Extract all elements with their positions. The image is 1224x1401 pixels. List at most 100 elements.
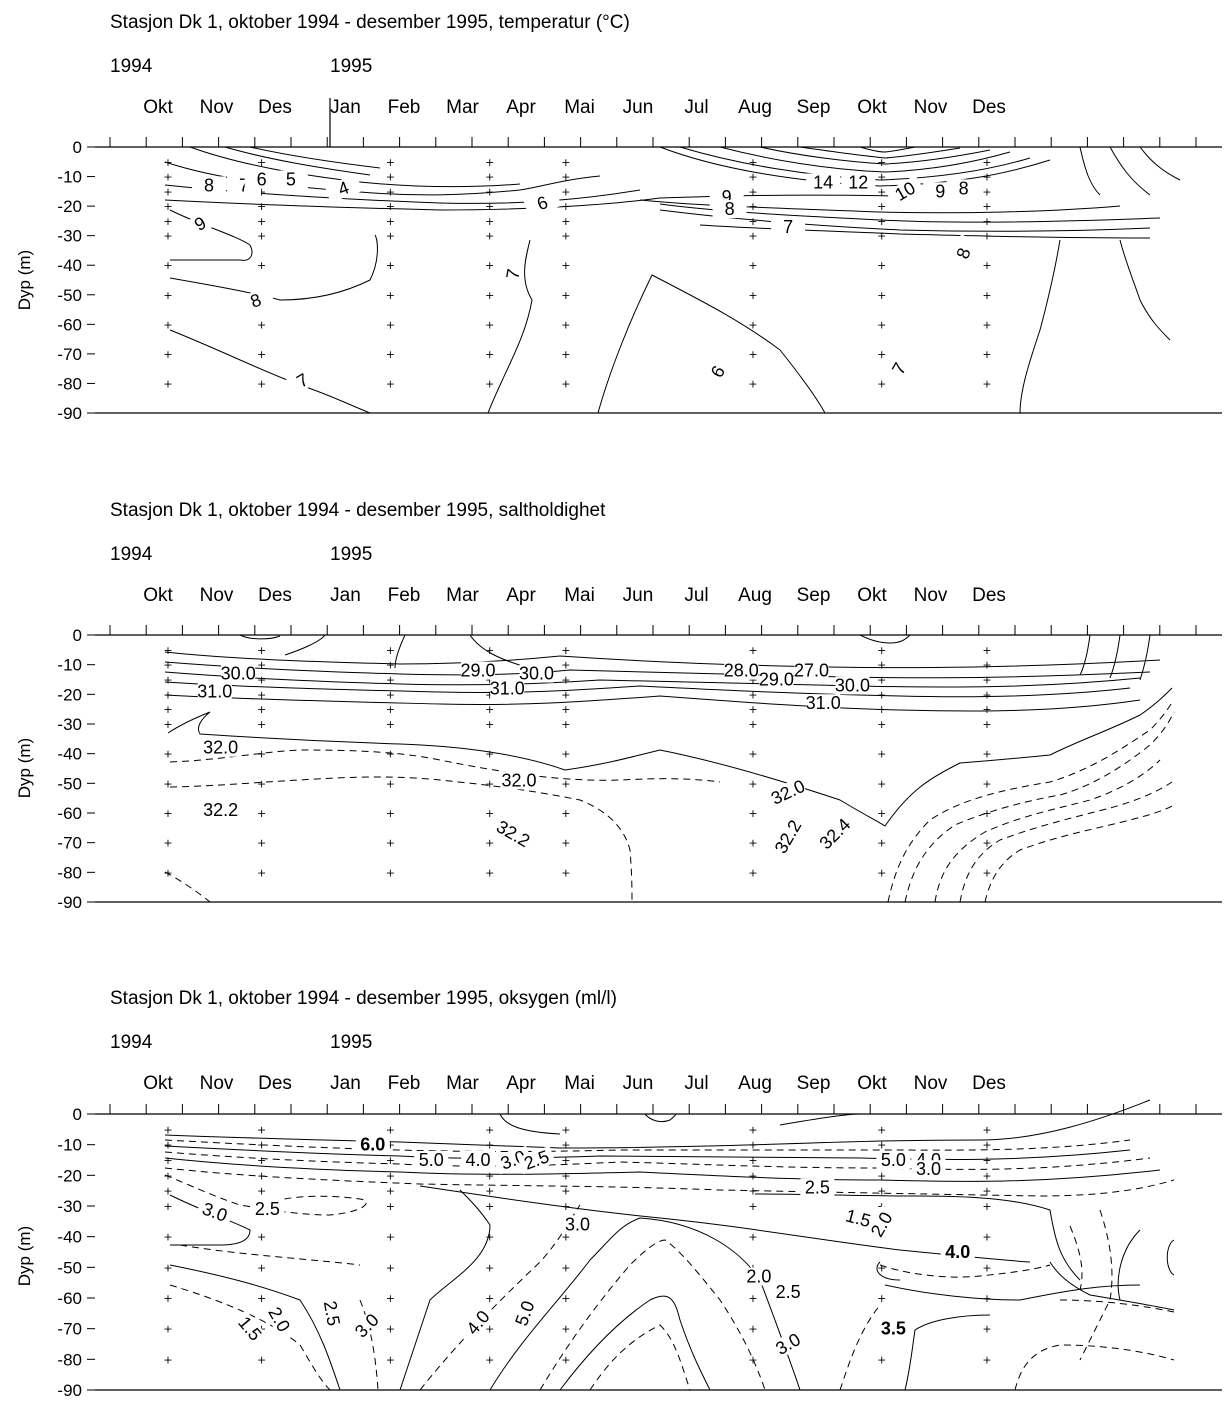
- station-marker: +: [386, 377, 395, 390]
- contour-label-bg: [519, 664, 554, 683]
- station-marker: +: [485, 377, 494, 390]
- station-marker: +: [163, 185, 172, 198]
- month-label: Des: [972, 1073, 1006, 1094]
- station-marker: +: [561, 1292, 570, 1305]
- month-label: Sep: [797, 97, 831, 118]
- isoline: [719, 146, 1011, 173]
- station-marker: +: [386, 748, 395, 761]
- contour-label: 14: [813, 172, 833, 192]
- station-marker: +: [748, 688, 757, 701]
- contour-label-bg: [203, 738, 238, 757]
- station-marker: +: [982, 703, 991, 716]
- month-label: Aug: [738, 97, 772, 118]
- station-marker: +: [561, 1323, 570, 1336]
- contour-label-bg: [203, 801, 238, 820]
- station-marker: +: [982, 185, 991, 198]
- y-tick-label: -70: [57, 834, 82, 853]
- month-label: Mai: [564, 97, 595, 118]
- isoline: [699, 224, 1151, 239]
- contour-label-bg: [319, 1295, 344, 1332]
- contour-label-bg: [841, 173, 876, 192]
- y-tick-label: -70: [57, 345, 82, 364]
- station-marker: +: [748, 318, 757, 331]
- station-marker: +: [485, 777, 494, 790]
- contour-labels: 30.031.029.0 30.031.028.0 29.0 27.030.031.0…: [197, 661, 870, 857]
- month-label: Okt: [143, 1073, 173, 1094]
- contour-label: 30.0: [221, 664, 256, 684]
- year-label: 1994: [110, 56, 153, 77]
- isoline: [559, 1295, 711, 1391]
- station-marker: +: [163, 289, 172, 302]
- station-marker: +: [386, 289, 395, 302]
- station-marker: +: [748, 348, 757, 361]
- axes: [87, 1104, 1222, 1391]
- contour-label-bg: [806, 173, 841, 192]
- contour-label: 32.2: [493, 816, 533, 851]
- station-marker: +: [748, 674, 757, 687]
- station-marker: +: [257, 866, 266, 879]
- y-axis-label: Dyp (m): [15, 1226, 34, 1286]
- month-label: Jul: [684, 97, 708, 118]
- contour-label-bg: [461, 1151, 496, 1169]
- station-marker: +: [485, 674, 494, 687]
- month-label: Okt: [857, 585, 887, 606]
- station-marker: +: [257, 837, 266, 850]
- station-marker: +: [257, 200, 266, 213]
- isoline: [1079, 634, 1091, 676]
- contour-label: 32.2: [203, 800, 238, 820]
- station-marker: +: [877, 230, 886, 243]
- station-marker: +: [982, 318, 991, 331]
- station-marker: +: [877, 748, 886, 761]
- contour-label-bg: [701, 352, 735, 391]
- contour-label-bg: [712, 200, 747, 219]
- month-label: Des: [258, 97, 292, 118]
- station-marker: +: [748, 185, 757, 198]
- y-tick-labels: 0 -10 -20 -30 -40 -50 -60 -70 -80 -90: [57, 1105, 82, 1400]
- y-tick-label: -10: [57, 1136, 82, 1155]
- station-marker: +: [257, 230, 266, 243]
- contour-label: 3.0: [916, 1159, 941, 1179]
- month-label: Mar: [446, 1073, 479, 1094]
- isoline: [904, 711, 1175, 903]
- contour-label-bg: [461, 661, 496, 680]
- station-marker: +: [877, 866, 886, 879]
- station-marker: +: [163, 156, 172, 169]
- isoline: [419, 1204, 581, 1391]
- station-marker: +: [982, 1231, 991, 1244]
- contour-label: 31.0: [806, 693, 841, 713]
- isoline: [1117, 1229, 1141, 1301]
- y-tick-label: -50: [57, 774, 82, 793]
- station-marker: +: [748, 807, 757, 820]
- month-label: Jan: [330, 1073, 361, 1094]
- station-marker: +: [386, 1323, 395, 1336]
- station-marker: +: [386, 1200, 395, 1213]
- station-marker: +: [561, 259, 570, 272]
- station-marker: +: [748, 377, 757, 390]
- isoline: [224, 146, 371, 176]
- station-marker: +: [877, 644, 886, 657]
- station-marker: +: [257, 1231, 266, 1244]
- station-marker: +: [748, 259, 757, 272]
- month-label: Nov: [200, 1073, 234, 1094]
- station-marker: +: [748, 1185, 757, 1198]
- isoline: [904, 1314, 991, 1391]
- contour-label-bg: [865, 1205, 898, 1244]
- contour-label-bg: [250, 1200, 285, 1219]
- contour-label-bg: [724, 661, 759, 680]
- station-marker: +: [877, 1261, 886, 1274]
- contour-label: 4.0: [466, 1150, 491, 1170]
- month-label: Okt: [857, 1073, 887, 1094]
- station-marker: +: [561, 1123, 570, 1136]
- temperature-panel: Stasjon Dk 1, oktober 1994 - desember 19…: [15, 12, 1222, 423]
- station-marker: +: [561, 156, 570, 169]
- contour-label-bg: [244, 170, 279, 189]
- station-marker: +: [386, 1261, 395, 1274]
- station-marker: +: [982, 659, 991, 672]
- contour-label-bg: [839, 1205, 878, 1232]
- station-marker: +: [877, 200, 886, 213]
- station-marker: +: [485, 171, 494, 184]
- station-marker: +: [485, 866, 494, 879]
- contour-label: 12: [848, 172, 868, 192]
- y-axis-label: Dyp (m): [15, 738, 34, 798]
- isoline: [167, 687, 1173, 827]
